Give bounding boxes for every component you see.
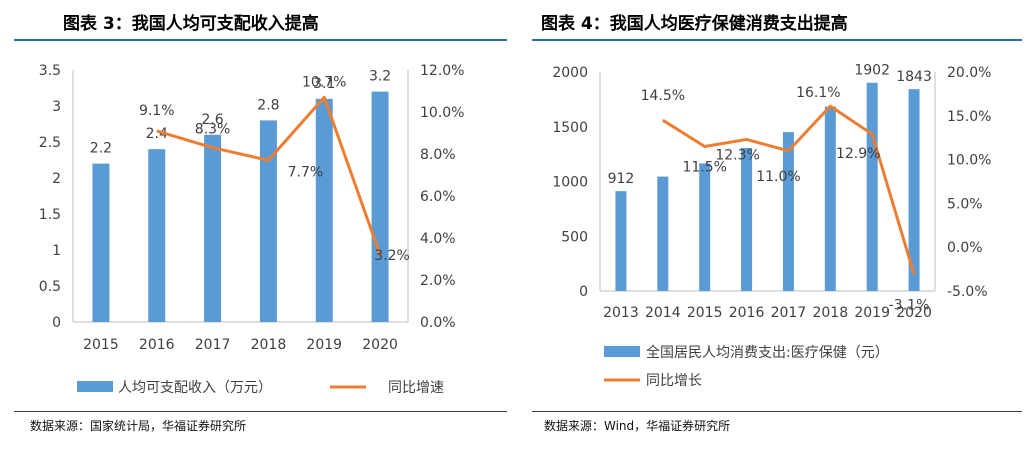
legend-line-label: 同比增速: [388, 380, 444, 396]
line-data-label: 3.2%: [374, 248, 410, 264]
line-data-label: 11.5%: [682, 159, 726, 175]
bar-data-label: 912: [608, 171, 635, 187]
income-chart: 0 0.5 1 1.5 2 2.5 3 3.5 0.0% 2.0% 4.0% 6.0% 8.0% 10.0…: [39, 63, 465, 396]
x-axis-tick-label: 2017: [771, 305, 807, 321]
line-data-label: -3.1%: [889, 297, 930, 313]
line-data-label: 8.3%: [195, 122, 231, 138]
left-axis-tick-label: 0.5: [39, 279, 61, 295]
bar-data-label: 3.1: [313, 76, 335, 92]
right-axis-tick-label: 6.0%: [420, 189, 456, 205]
right-axis-tick-label: 0.0%: [947, 240, 983, 256]
legend-bar-label: 人均可支配收入（万元）: [118, 380, 272, 396]
legend-bar-swatch: [604, 346, 640, 357]
left-axis-tick-label: 0: [52, 315, 61, 331]
bar-data-label: 2.6: [201, 112, 223, 128]
source-note: 数据来源：国家统计局，华福证券研究所: [30, 419, 247, 433]
left-axis-tick-label: 3.5: [39, 63, 61, 79]
line-data-label: 10.7%: [302, 74, 346, 90]
title-divider: [532, 39, 1022, 41]
bar: [824, 106, 836, 292]
bar: [371, 91, 389, 322]
source-divider: [532, 411, 1022, 412]
bar-data-label: 2.8: [257, 97, 279, 113]
source-note: 数据来源：Wind，华福证券研究所: [544, 419, 731, 433]
legend-bar-swatch: [77, 381, 113, 392]
line-data-label: 9.1%: [139, 103, 175, 119]
bar: [148, 149, 166, 322]
x-axis-tick-label: 2020: [362, 337, 398, 353]
right-axis-tick-label: 20.0%: [947, 65, 991, 81]
chart-title: 图表 3：我国人均可支配收入提高: [63, 14, 319, 34]
bar: [657, 176, 669, 291]
x-axis-tick-label: 2018: [251, 337, 287, 353]
right-axis-tick-label: 0.0%: [420, 315, 456, 331]
bar-data-label: 2.4: [146, 126, 168, 142]
right-axis-tick-label: 12.0%: [420, 63, 464, 79]
title-divider: [14, 39, 507, 41]
left-axis-tick-label: 1: [52, 243, 61, 259]
left-axis-tick-label: 1500: [552, 120, 588, 136]
line-data-label: 12.9%: [836, 146, 880, 162]
x-axis-tick-label: 2016: [729, 305, 765, 321]
bar: [699, 163, 711, 291]
left-axis-tick-label: 1.5: [39, 207, 61, 223]
bar-data-label: 1843: [896, 69, 932, 85]
source-divider: [14, 411, 507, 412]
bar: [866, 82, 878, 291]
line-data-label: 14.5%: [641, 88, 685, 104]
bar: [315, 98, 333, 322]
growth-line: [662, 104, 916, 275]
chart-title: 图表 4：我国人均医疗保健消费支出提高: [541, 14, 848, 34]
left-axis-tick-label: 1000: [552, 175, 588, 191]
x-axis-tick-label: 2020: [896, 305, 932, 321]
right-axis-tick-label: 10.0%: [947, 153, 991, 169]
left-axis-tick-label: 2: [52, 171, 61, 187]
bar-data-label: 3.2: [369, 69, 391, 85]
right-axis-tick-label: 5.0%: [947, 196, 983, 212]
line-data-label: 16.1%: [796, 85, 840, 101]
bar: [908, 89, 920, 291]
left-axis-tick-label: 3: [52, 99, 61, 115]
right-axis-tick-label: 15.0%: [947, 109, 991, 125]
legend-bar-label: 全国居民人均消费支出:医疗保健（元）: [646, 344, 889, 361]
left-axis-tick-label: 2000: [552, 65, 588, 81]
right-axis-tick-label: -5.0%: [947, 284, 988, 300]
x-axis-tick-label: 2015: [687, 305, 723, 321]
x-axis-tick-label: 2014: [645, 305, 681, 321]
medical-spending-chart: 0 500 1000 1500 2000 -5.0% 0.0% 5.0% 10.0% 15.0% 2…: [552, 63, 991, 389]
x-axis-tick-label: 2016: [139, 337, 175, 353]
right-axis-tick-label: 8.0%: [420, 147, 456, 163]
x-axis-tick-label: 2015: [83, 337, 119, 353]
right-axis-tick-label: 2.0%: [420, 273, 456, 289]
bar: [741, 147, 753, 291]
line-data-label: 7.7%: [288, 164, 324, 180]
growth-line: [156, 95, 382, 256]
left-axis-tick-label: 500: [561, 229, 588, 245]
right-axis-tick-label: 10.0%: [420, 105, 464, 121]
bar: [259, 120, 277, 323]
bar-data-label: 1902: [854, 63, 890, 79]
bar-data-label: 2.2: [90, 141, 112, 157]
x-axis-tick-label: 2013: [603, 305, 639, 321]
right-axis-tick-label: 4.0%: [420, 231, 456, 247]
bar: [204, 134, 222, 322]
bar: [92, 163, 110, 322]
legend-line-label: 同比增长: [646, 373, 702, 389]
line-data-label: 12.3%: [715, 147, 759, 163]
x-axis-tick-label: 2018: [812, 305, 848, 321]
x-axis-tick-label: 2019: [854, 305, 890, 321]
left-axis-tick-label: 2.5: [39, 135, 61, 151]
bar: [615, 191, 627, 291]
bar: [782, 132, 794, 291]
x-axis-tick-label: 2019: [306, 337, 342, 353]
x-axis-tick-label: 2017: [195, 337, 231, 353]
line-data-label: 11.0%: [756, 169, 800, 185]
left-axis-tick-label: 0: [579, 284, 588, 300]
